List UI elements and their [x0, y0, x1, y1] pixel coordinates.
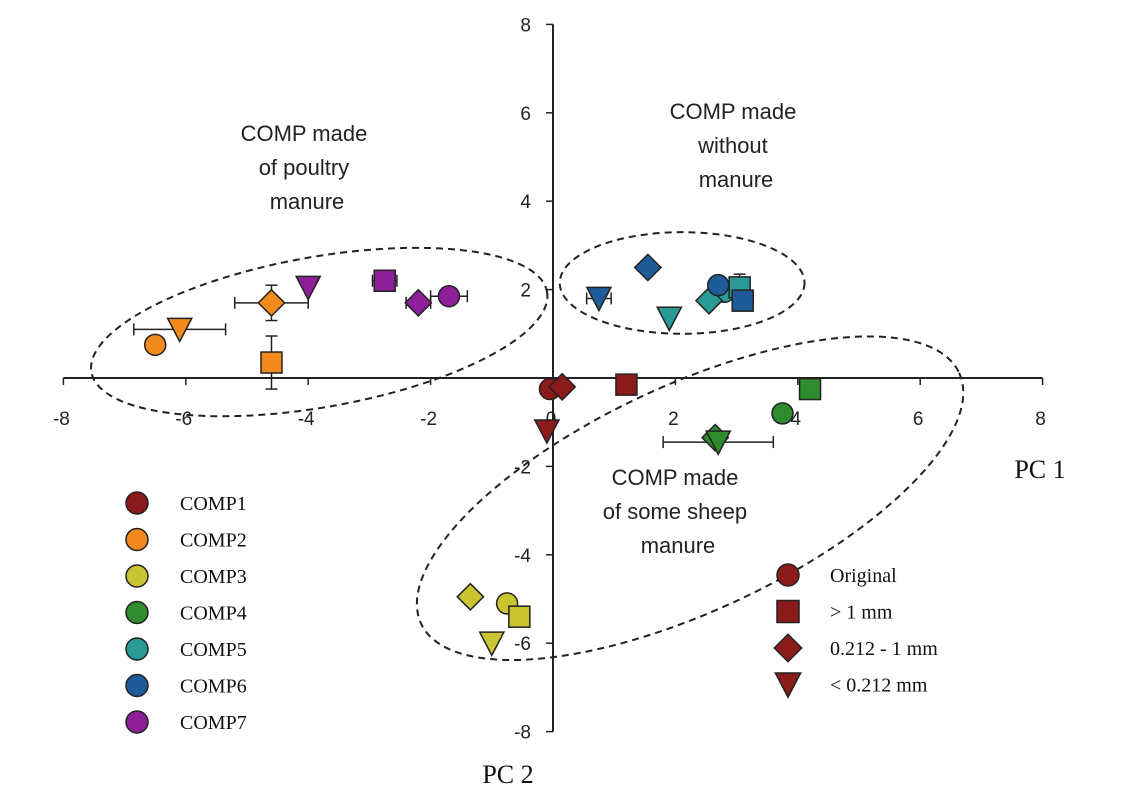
legend-marker-1-mm — [776, 599, 800, 624]
compost-legend: COMP1 COMP2 COMP3 COMP4 COMP5 COMP6 COMP7 — [125, 491, 247, 734]
annotation-sheep-line-3: manure — [641, 533, 716, 558]
legend-label-comp7: COMP7 — [180, 712, 247, 734]
legend-label-comp6: COMP6 — [180, 676, 247, 698]
annotation-no-manure-line-2: without — [697, 133, 768, 158]
point-comp3-0-212-1-mm — [456, 582, 485, 611]
x-tick-label: -8 — [53, 409, 70, 430]
x-tick-label: -6 — [175, 409, 192, 430]
point-comp2-0-212-1-mm — [257, 288, 286, 318]
x-tick-label: 2 — [668, 409, 679, 430]
legend-marker-comp3 — [125, 564, 149, 588]
y-tick-label: 2 — [520, 281, 531, 302]
point-comp2-1-mm — [260, 351, 283, 374]
legend-marker-0-212-1-mm — [773, 633, 803, 663]
annotation-poultry-line-1: COMP made — [241, 121, 368, 146]
point-comp7-0-212-1-mm — [404, 288, 433, 318]
cluster-ellipse-no-manure — [558, 231, 806, 335]
y-tick-label: 4 — [520, 192, 531, 213]
x-tick-label: 6 — [913, 409, 924, 430]
point-comp2-original — [143, 333, 167, 357]
point-comp4-original — [771, 402, 794, 425]
point-comp7-original — [437, 284, 461, 308]
point-comp5-0-212-mm — [655, 306, 683, 333]
cluster-ellipse-poultry — [90, 246, 549, 418]
annotation-sheep-line-1: COMP made — [612, 465, 739, 490]
point-comp3-0-212-mm — [478, 631, 506, 657]
legend-label-comp3: COMP3 — [180, 566, 247, 588]
x-axis-title: PC 1 — [1014, 455, 1065, 484]
point-comp1-0-212-1-mm — [547, 372, 577, 402]
point-comp7-1-mm — [373, 269, 396, 293]
point-comp7-0-212-mm — [294, 275, 322, 302]
point-comp4-0-212-mm — [704, 430, 732, 456]
legend-marker-comp6 — [125, 673, 149, 698]
legend-marker-0-212-mm — [774, 672, 802, 699]
annotations: COMP made of poultry manure COMP made wi… — [241, 99, 803, 558]
point-comp6-1-mm — [731, 289, 754, 312]
x-tick-label: -4 — [298, 409, 315, 430]
annotation-poultry: COMP made of poultry manure — [241, 121, 374, 214]
legend-label-1-mm: > 1 mm — [830, 602, 893, 624]
annotation-no-manure-line-3: manure — [699, 167, 774, 192]
point-comp1-1-mm — [615, 373, 638, 396]
legend-marker-comp5 — [125, 637, 149, 661]
annotation-no-manure-line-1: COMP made — [670, 99, 797, 124]
x-tick-label: 8 — [1035, 409, 1046, 430]
x-tick-label: 4 — [791, 409, 802, 430]
legend-marker-comp4 — [125, 600, 149, 625]
annotation-poultry-line-2: of poultry — [259, 155, 350, 180]
legend-label-comp4: COMP4 — [180, 603, 247, 625]
annotation-sheep: COMP made of some sheep manure — [603, 465, 753, 558]
legend-marker-comp2 — [125, 527, 149, 552]
y-axis-title: PC 2 — [482, 760, 533, 789]
y-tick-label: -2 — [514, 457, 531, 478]
annotation-poultry-line-3: manure — [270, 189, 345, 214]
annotation-no-manure: COMP made without manure — [670, 99, 803, 192]
cluster-ellipse-sheep — [415, 335, 965, 661]
legend-marker-comp7 — [125, 710, 149, 734]
legend-label-0-212-1-mm: 0.212 - 1 mm — [830, 638, 938, 660]
point-comp6-0-212-1-mm — [633, 253, 663, 282]
legend-marker-comp1 — [125, 491, 149, 515]
legend-label-0-212-mm: < 0.212 mm — [830, 675, 928, 697]
legend-label-original: Original — [830, 565, 897, 587]
legend-label-comp5: COMP5 — [180, 639, 247, 661]
cluster-ellipses — [90, 231, 965, 661]
legend-marker-original — [776, 563, 800, 587]
point-comp2-0-212-mm — [166, 317, 193, 344]
point-comp3-1-mm — [508, 605, 531, 628]
legend-label-comp1: COMP1 — [180, 493, 247, 515]
x-tick-label: -2 — [420, 409, 437, 430]
fraction-legend: Original > 1 mm 0.212 - 1 mm < 0.212 mm — [773, 563, 938, 699]
legend-label-comp2: COMP2 — [180, 530, 247, 552]
point-comp4-1-mm — [798, 377, 822, 401]
point-comp6-original — [706, 273, 730, 297]
point-comp6-0-212-mm — [585, 286, 613, 313]
point-comp1-0-212-mm — [533, 419, 561, 445]
y-tick-label: -8 — [514, 723, 531, 744]
data-points — [143, 253, 822, 657]
y-tick-label: -6 — [514, 634, 531, 655]
y-tick-label: 6 — [520, 104, 531, 125]
annotation-sheep-line-2: of some sheep — [603, 499, 747, 524]
y-tick-label: 8 — [520, 15, 531, 36]
y-tick-label: -4 — [514, 546, 531, 567]
